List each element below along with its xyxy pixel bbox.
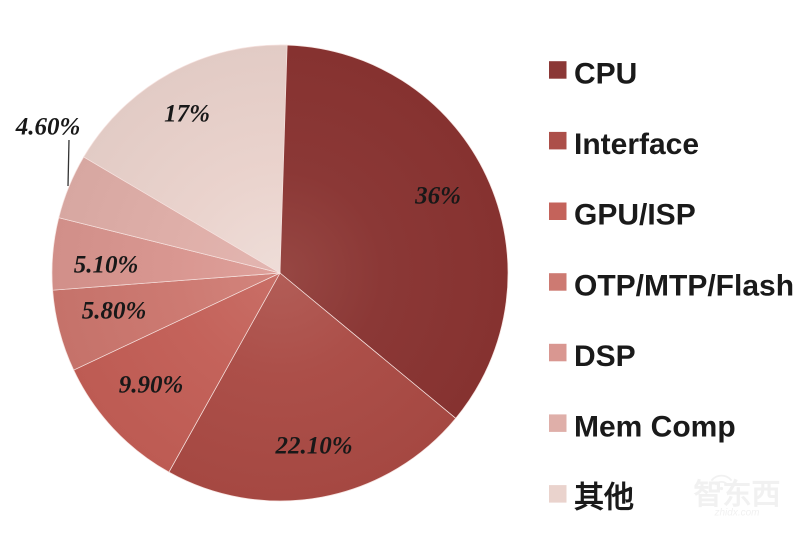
- svg-text:5.80%: 5.80%: [82, 298, 147, 325]
- svg-text:其他: 其他: [574, 481, 634, 514]
- svg-text:Mem Comp: Mem Comp: [574, 411, 736, 444]
- svg-text:Interface: Interface: [574, 128, 699, 161]
- svg-text:9.90%: 9.90%: [119, 372, 184, 399]
- svg-text:GPU/ISP: GPU/ISP: [574, 199, 696, 232]
- svg-text:DSP: DSP: [574, 340, 636, 373]
- svg-text:zhidx.com: zhidx.com: [713, 508, 759, 519]
- svg-text:OTP/MTP/Flash: OTP/MTP/Flash: [574, 269, 794, 302]
- svg-text:17%: 17%: [164, 101, 210, 128]
- svg-text:智东西: 智东西: [693, 477, 780, 511]
- svg-text:22.10%: 22.10%: [274, 433, 352, 460]
- svg-text:4.60%: 4.60%: [15, 114, 81, 141]
- svg-text:CPU: CPU: [574, 57, 637, 90]
- svg-text:36%: 36%: [414, 183, 461, 210]
- svg-text:5.10%: 5.10%: [74, 252, 139, 279]
